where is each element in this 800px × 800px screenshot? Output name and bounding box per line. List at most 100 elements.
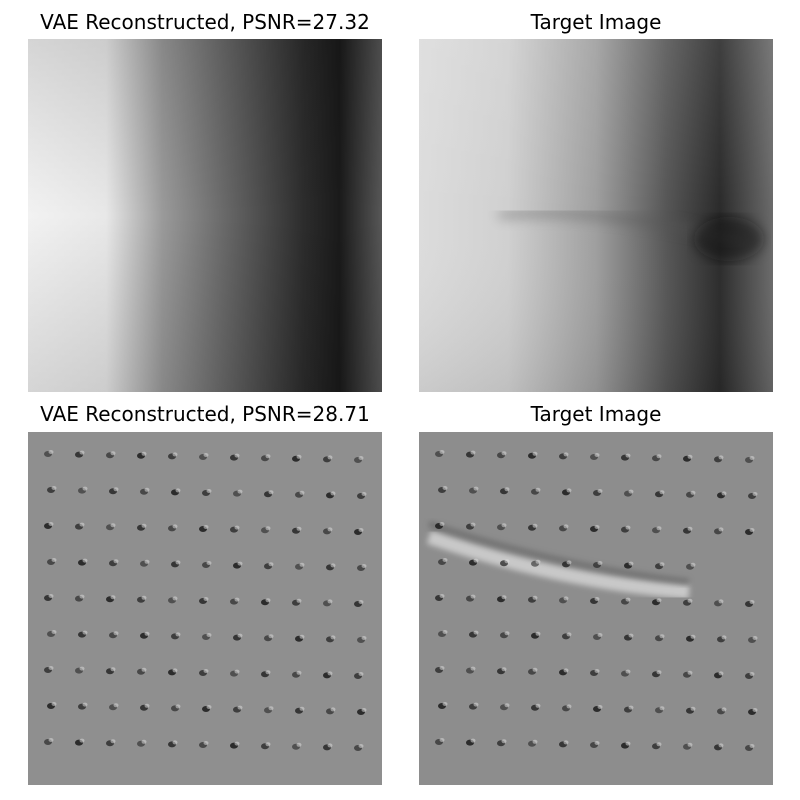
grid-dot-highlight bbox=[535, 703, 541, 708]
grid-dot-highlight bbox=[79, 450, 85, 455]
grid-dot-highlight bbox=[234, 525, 240, 530]
grid-dot-highlight bbox=[268, 634, 274, 639]
grid-dot-highlight bbox=[82, 558, 88, 563]
grid-dot-highlight bbox=[234, 597, 240, 602]
grid-dot-highlight bbox=[203, 741, 209, 745]
panel-title: Target Image bbox=[530, 10, 662, 34]
grid-dot-highlight bbox=[473, 486, 479, 491]
grid-dot-highlight bbox=[473, 630, 479, 635]
grid-dot-highlight bbox=[172, 524, 178, 529]
grid-dot-highlight bbox=[749, 456, 755, 460]
grid-dot-highlight bbox=[48, 522, 54, 526]
grid-dot-highlight bbox=[563, 740, 569, 745]
grid-dot-highlight bbox=[566, 488, 572, 493]
grid-dot-highlight bbox=[752, 708, 758, 712]
grid-dot-highlight bbox=[82, 630, 88, 635]
grid-dot-highlight bbox=[749, 600, 755, 604]
grid-dot-highlight bbox=[687, 670, 693, 675]
grid-dot-highlight bbox=[79, 522, 85, 527]
grid-dot-highlight bbox=[532, 523, 538, 528]
grid-dot-highlight bbox=[659, 634, 665, 639]
grid-dot-highlight bbox=[110, 451, 116, 456]
grid-dot-highlight bbox=[175, 560, 181, 565]
grid-dot-highlight bbox=[79, 738, 85, 743]
grid-dot-highlight bbox=[625, 669, 631, 674]
grid-dot-highlight bbox=[48, 450, 54, 454]
grid-dot-highlight bbox=[234, 741, 240, 746]
grid-dot-highlight bbox=[439, 522, 445, 526]
grid-dot-highlight bbox=[470, 450, 476, 455]
grid-dot-highlight bbox=[628, 705, 634, 710]
grid-dot-highlight bbox=[206, 633, 212, 637]
grid-dot-highlight bbox=[687, 598, 693, 603]
grid-dot-highlight bbox=[203, 669, 209, 673]
grid-dot-highlight bbox=[234, 453, 240, 458]
grid-dot-highlight bbox=[470, 594, 476, 599]
grid-dot-highlight bbox=[110, 667, 116, 672]
panel-title: VAE Reconstructed, PSNR=27.32 bbox=[40, 10, 370, 34]
target-image-1 bbox=[419, 39, 773, 392]
grid-dot-highlight bbox=[563, 452, 569, 457]
grid-dot-highlight bbox=[144, 631, 150, 636]
grid-dot-highlight bbox=[504, 487, 510, 492]
grid-dot-highlight bbox=[141, 451, 147, 456]
panel-vae-reconstructed-top: VAE Reconstructed, PSNR=27.32 bbox=[28, 10, 382, 392]
grid-dot-highlight bbox=[442, 558, 448, 562]
grid-dot-highlight bbox=[656, 454, 662, 459]
grid-dot-highlight bbox=[234, 669, 240, 674]
grid-dot-highlight bbox=[597, 561, 603, 565]
grid-dot-highlight bbox=[563, 668, 569, 673]
grid-dot-highlight bbox=[175, 632, 181, 637]
grid-dot-highlight bbox=[51, 558, 57, 562]
grid-dot-highlight bbox=[296, 742, 302, 747]
grid-dot-highlight bbox=[594, 669, 600, 673]
grid-dot-highlight bbox=[718, 527, 724, 532]
panel-title: VAE Reconstructed, PSNR=28.71 bbox=[40, 402, 370, 426]
grid-dot-highlight bbox=[237, 705, 243, 710]
grid-dot-highlight bbox=[656, 598, 662, 603]
grid-dot-highlight bbox=[206, 561, 212, 565]
grid-dot-highlight bbox=[361, 564, 367, 568]
grid-dot-highlight bbox=[690, 490, 696, 495]
grid-dot-highlight bbox=[501, 739, 507, 744]
grid-dot-highlight bbox=[566, 632, 572, 637]
grid-dot-highlight bbox=[327, 671, 333, 676]
grid-dot-highlight bbox=[659, 706, 665, 711]
grid-dot-highlight bbox=[535, 559, 541, 564]
grid-dot-highlight bbox=[690, 634, 696, 639]
grid-dot-highlight bbox=[563, 524, 569, 529]
grid-dot-highlight bbox=[532, 739, 538, 744]
grid-dot-highlight bbox=[296, 526, 302, 531]
grid-dot-highlight bbox=[361, 708, 367, 712]
grid-dot-highlight bbox=[113, 487, 119, 492]
grid-dot-highlight bbox=[172, 452, 178, 457]
grid-dot-highlight bbox=[718, 455, 724, 460]
grid-dot-highlight bbox=[296, 454, 302, 459]
grid-dot-highlight bbox=[439, 450, 445, 454]
grid-dot-highlight bbox=[265, 742, 271, 747]
grid-dot-highlight bbox=[82, 702, 88, 707]
grid-dot-highlight bbox=[718, 599, 724, 604]
grid-dot-highlight bbox=[594, 741, 600, 745]
grid-dot-highlight bbox=[597, 705, 603, 709]
grid-dot-highlight bbox=[442, 702, 448, 706]
grid-dot-highlight bbox=[268, 562, 274, 567]
grid-dot-highlight bbox=[206, 705, 212, 709]
grid-dot-highlight bbox=[690, 706, 696, 711]
panel-title: Target Image bbox=[530, 402, 662, 426]
grid-dot-highlight bbox=[749, 744, 755, 748]
grid-dot-highlight bbox=[594, 453, 600, 457]
grid-dot-highlight bbox=[659, 490, 665, 495]
grid-dot-highlight bbox=[532, 451, 538, 456]
grid-dot-highlight bbox=[206, 489, 212, 493]
target-image-2 bbox=[419, 432, 773, 785]
grid-dot-highlight bbox=[327, 599, 333, 604]
grid-dot-highlight bbox=[628, 633, 634, 638]
grid-dot-highlight bbox=[687, 742, 693, 747]
grid-dot-highlight bbox=[203, 453, 209, 457]
panel-target-bottom: Target Image bbox=[419, 402, 773, 785]
grid-dot-highlight bbox=[141, 667, 147, 672]
grid-dot-highlight bbox=[358, 672, 364, 676]
grid-dot-highlight bbox=[628, 561, 634, 566]
grid-dot-highlight bbox=[327, 743, 333, 748]
